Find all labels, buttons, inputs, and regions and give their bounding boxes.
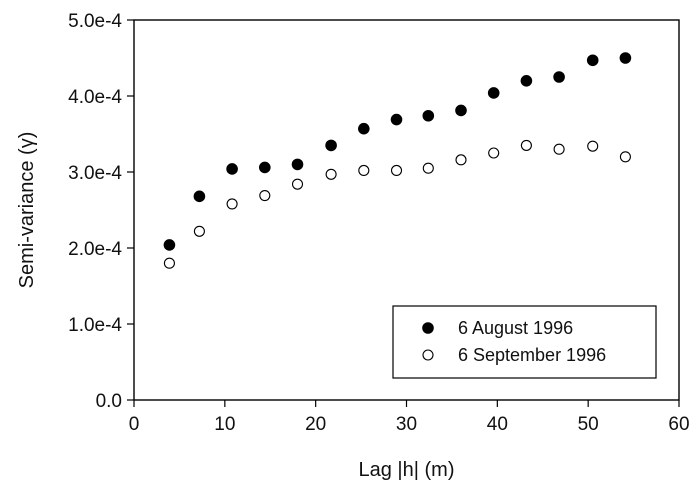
data-point — [587, 140, 599, 152]
data-point — [325, 139, 337, 152]
y-tick-label: 3.0e-4 — [68, 163, 122, 184]
data-point — [226, 163, 238, 175]
x-tick-label: 40 — [487, 414, 508, 435]
data-point — [487, 87, 500, 99]
y-tick-label: 2.0e-4 — [68, 239, 122, 260]
legend-label-august: 6 August 1996 — [458, 318, 573, 338]
y-axis-ticks: 0.0 1.0e-4 2.0e-4 3.0e-4 4.0e-4 5.0e-4 — [68, 11, 134, 412]
series-september — [163, 139, 631, 269]
data-point — [193, 190, 206, 203]
data-point — [619, 52, 632, 64]
x-tick-label: 50 — [578, 414, 599, 435]
x-tick-label: 20 — [305, 414, 326, 435]
data-point — [553, 143, 565, 155]
data-point — [325, 168, 337, 180]
legend-box — [392, 305, 657, 379]
data-point — [390, 164, 403, 177]
x-tick-label: 60 — [668, 414, 689, 435]
legend-marker-september — [422, 349, 434, 361]
data-point — [455, 154, 467, 166]
y-axis-label: Semi-variance (γ) — [16, 132, 38, 289]
legend-marker-august — [422, 322, 434, 334]
data-point — [193, 225, 205, 237]
data-point — [390, 113, 403, 126]
plot-frame — [133, 19, 680, 401]
x-tick-label: 0 — [129, 414, 140, 435]
data-point — [259, 190, 271, 202]
data-point — [291, 178, 304, 190]
x-axis-ticks: 0 10 20 30 40 50 60 — [129, 400, 690, 435]
data-point — [619, 151, 631, 163]
data-point — [488, 147, 500, 159]
data-point — [455, 104, 467, 117]
data-point — [226, 198, 238, 210]
data-point — [163, 257, 175, 269]
data-point — [259, 161, 271, 174]
data-point — [163, 239, 176, 251]
x-axis-label: Lag |h| (m) — [359, 459, 455, 481]
y-tick-label: 1.0e-4 — [68, 315, 122, 336]
data-point — [553, 71, 565, 83]
data-point — [358, 164, 370, 177]
data-point — [520, 139, 532, 151]
y-tick-label: 4.0e-4 — [68, 87, 122, 108]
data-point — [586, 54, 599, 67]
data-points — [163, 52, 632, 269]
series-august — [163, 52, 632, 251]
y-tick-label: 0.0 — [96, 391, 122, 412]
x-tick-label: 30 — [396, 414, 417, 435]
data-point — [520, 75, 533, 87]
legend-label-september: 6 September 1996 — [458, 345, 606, 365]
data-point — [422, 162, 434, 174]
legend: 6 August 1996 6 September 1996 — [392, 305, 657, 379]
data-point — [422, 109, 435, 122]
x-tick-label: 10 — [214, 414, 235, 435]
data-point — [358, 122, 370, 135]
y-tick-label: 5.0e-4 — [68, 11, 122, 32]
data-point — [291, 158, 304, 171]
